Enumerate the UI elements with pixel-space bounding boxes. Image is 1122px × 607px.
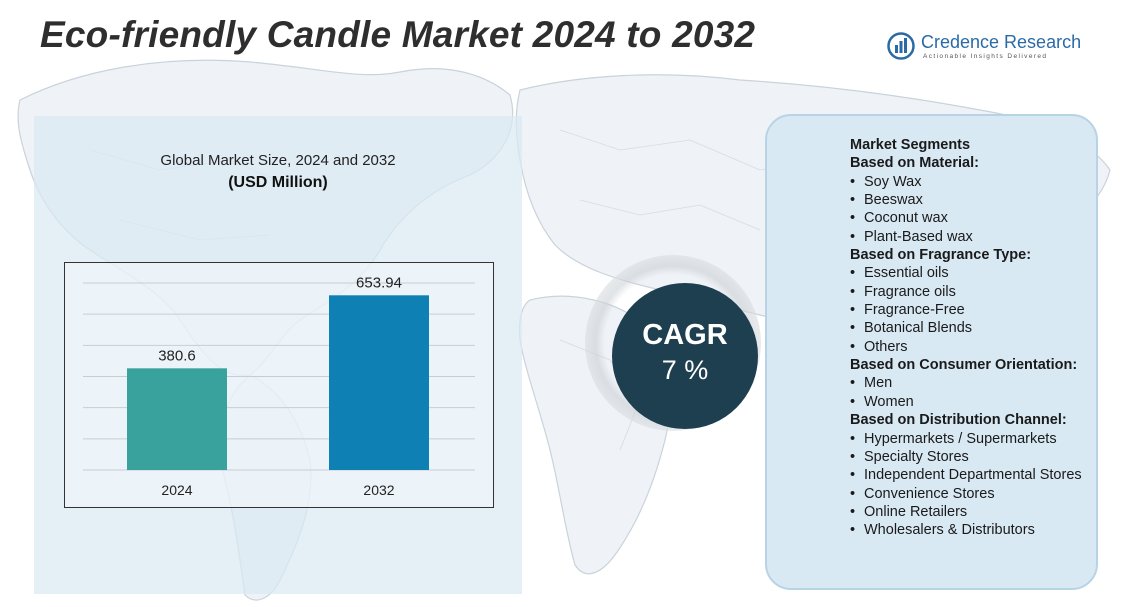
bullet-icon: • xyxy=(850,503,856,520)
bullet-icon: • xyxy=(850,302,856,319)
bullet-icon: • xyxy=(850,320,856,337)
segment-item: • Online Retailers xyxy=(850,503,1100,521)
segment-item: • Others xyxy=(850,338,1100,356)
segment-item-label: Wholesalers & Distributors xyxy=(864,522,1035,539)
bullet-icon: • xyxy=(850,228,856,245)
segment-item: • Beeswax xyxy=(850,191,1100,209)
segment-item: • Plant-Based wax xyxy=(850,228,1100,246)
bullet-icon: • xyxy=(850,522,856,539)
segment-item-label: Independent Departmental Stores xyxy=(864,467,1082,484)
bullet-icon: • xyxy=(850,485,856,502)
cagr-label: CAGR xyxy=(642,319,728,351)
chart-title: Global Market Size, 2024 and 2032 xyxy=(160,152,396,169)
bar-value-label: 653.94 xyxy=(356,274,402,291)
market-segments-panel: Market Segments Based on Material: • Soy W… xyxy=(765,114,1098,590)
segment-group-title: Based on Material: xyxy=(850,155,979,172)
segment-item-label: Fragrance-Free xyxy=(864,302,965,319)
segment-item-label: Online Retailers xyxy=(864,503,968,520)
x-tick-label: 2032 xyxy=(363,482,394,498)
segments-heading: Market Segments xyxy=(850,137,971,153)
segment-item: • Fragrance oils xyxy=(850,283,1100,301)
cagr-value: 7 % xyxy=(661,355,709,385)
bullet-icon: • xyxy=(850,192,856,209)
segment-item-label: Essential oils xyxy=(864,265,949,282)
bullet-icon: • xyxy=(850,448,856,465)
bullet-icon: • xyxy=(850,393,856,410)
bullet-icon: • xyxy=(850,338,856,355)
segment-item: • Independent Departmental Stores xyxy=(850,466,1100,484)
segment-item: • Soy Wax xyxy=(850,173,1100,191)
logo-name: Credence Research xyxy=(921,32,1082,52)
segment-item-label: Convenience Stores xyxy=(864,485,995,502)
segment-group-title: Based on Fragrance Type: xyxy=(850,247,1032,264)
segment-item-label: Specialty Stores xyxy=(864,448,969,465)
bullet-icon: • xyxy=(850,467,856,484)
segment-item-label: Others xyxy=(864,338,908,355)
chart-panel: Global Market Size, 2024 and 2032 (USD M… xyxy=(34,116,522,594)
bullet-icon: • xyxy=(850,210,856,227)
segment-item: • Men xyxy=(850,374,1100,392)
segment-item-label: Hypermarkets / Supermarkets xyxy=(864,430,1057,447)
page-title: Eco-friendly Candle Market 2024 to 2032 xyxy=(40,14,756,55)
bullet-icon: • xyxy=(850,375,856,392)
bar-chart-logo-icon xyxy=(887,32,915,60)
cagr-badge: CAGR 7 % xyxy=(612,283,758,429)
segment-item: • Coconut wax xyxy=(850,209,1100,227)
segment-item: • Specialty Stores xyxy=(850,448,1100,466)
segment-item: • Essential oils xyxy=(850,264,1100,282)
bar-chart-svg: 380.6 2024 653.94 2032 xyxy=(83,274,475,498)
segment-item-label: Botanical Blends xyxy=(864,320,973,337)
segment-item: • Convenience Stores xyxy=(850,485,1100,503)
segment-group-title: Based on Consumer Orientation: xyxy=(850,357,1078,374)
bullet-icon: • xyxy=(850,283,856,300)
segment-item-label: Women xyxy=(864,393,914,410)
segment-item-label: Soy Wax xyxy=(864,173,922,190)
bullet-icon: • xyxy=(850,265,856,282)
bar-2032 xyxy=(329,295,429,470)
x-tick-label: 2024 xyxy=(161,482,192,498)
segment-item-label: Men xyxy=(864,375,893,392)
segment-item-label: Coconut wax xyxy=(864,210,948,227)
bar-chart: 380.6 2024 653.94 2032 xyxy=(64,262,494,508)
segment-item-label: Fragrance oils xyxy=(864,283,956,300)
segment-item: • Fragrance-Free xyxy=(850,301,1100,319)
bullet-icon: • xyxy=(850,173,856,190)
segment-item-label: Plant-Based wax xyxy=(864,228,973,245)
segment-item: • Hypermarkets / Supermarkets xyxy=(850,430,1100,448)
segment-item: • Women xyxy=(850,393,1100,411)
segment-item: • Botanical Blends xyxy=(850,319,1100,337)
bullet-icon: • xyxy=(850,430,856,447)
credence-research-logo: Credence Research Actionable Insights De… xyxy=(887,30,1081,64)
segment-item: • Wholesalers & Distributors xyxy=(850,521,1100,539)
chart-unit: (USD Million) xyxy=(228,174,328,191)
bar-value-label: 380.6 xyxy=(158,347,196,364)
segment-list: Market Segments Based on Material: • Soy W… xyxy=(850,136,1100,540)
logo-tagline: Actionable Insights Delivered xyxy=(923,53,1048,60)
segment-item-label: Beeswax xyxy=(864,192,923,209)
segment-group-title: Based on Distribution Channel: xyxy=(850,412,1067,429)
bar-2024 xyxy=(127,368,227,470)
